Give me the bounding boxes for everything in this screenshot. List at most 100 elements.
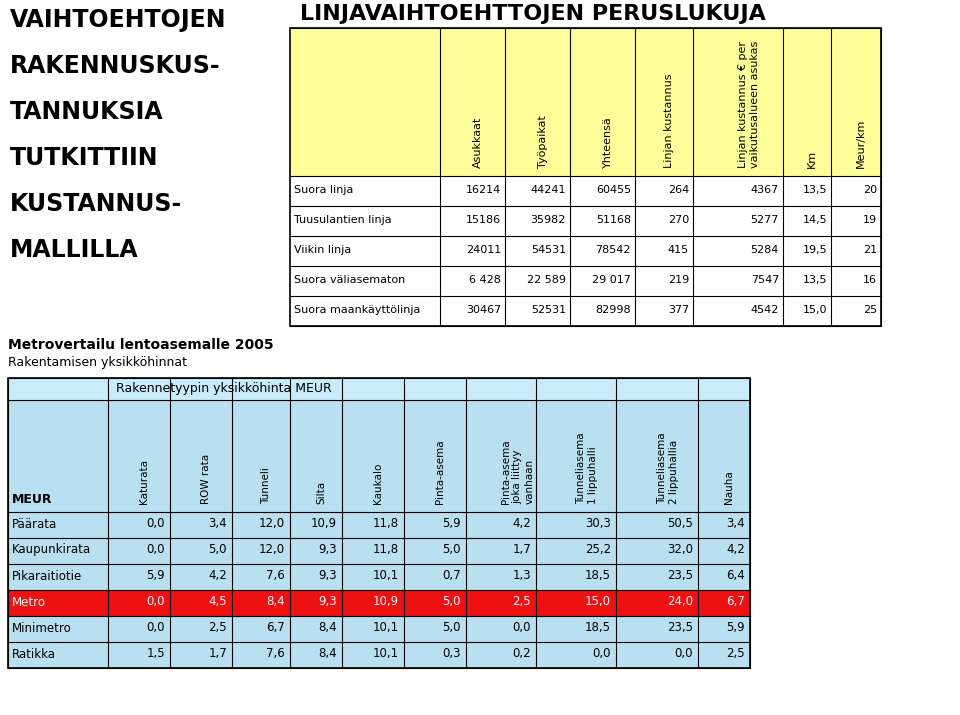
Text: Pinta-asema: Pinta-asema: [435, 440, 445, 504]
Text: Rakentamisen yksikköhinnat: Rakentamisen yksikköhinnat: [8, 356, 187, 369]
Text: Tunneliasema
1 lippuhalli: Tunneliasema 1 lippuhalli: [576, 433, 597, 504]
Text: Metro: Metro: [12, 596, 46, 608]
Text: 24,0: 24,0: [667, 596, 693, 608]
Text: 264: 264: [668, 185, 689, 195]
Text: 2,5: 2,5: [727, 648, 745, 661]
Text: 4,2: 4,2: [513, 518, 531, 531]
Text: Km: Km: [807, 150, 817, 168]
Text: 21: 21: [863, 245, 877, 255]
Bar: [8, 538, 750, 564]
Text: Työpaikat: Työpaikat: [538, 115, 547, 168]
Bar: [290, 236, 881, 266]
Text: 5284: 5284: [751, 245, 779, 255]
Text: 1,7: 1,7: [208, 648, 227, 661]
Text: 2,5: 2,5: [513, 596, 531, 608]
Text: 5,9: 5,9: [146, 570, 165, 583]
Text: 0,0: 0,0: [147, 621, 165, 634]
Bar: [8, 400, 750, 512]
Text: 60455: 60455: [596, 185, 631, 195]
Text: 10,1: 10,1: [372, 570, 399, 583]
Text: Kaukalo: Kaukalo: [373, 463, 383, 504]
Text: 415: 415: [668, 245, 689, 255]
Text: 4,2: 4,2: [208, 570, 227, 583]
Text: 13,5: 13,5: [803, 185, 827, 195]
Bar: [290, 28, 881, 176]
Bar: [8, 378, 750, 668]
Text: 4,5: 4,5: [208, 596, 227, 608]
Text: LINJAVAIHTOEHTTOJEN PERUSLUKUJA: LINJAVAIHTOEHTTOJEN PERUSLUKUJA: [300, 4, 766, 24]
Text: 5,9: 5,9: [443, 518, 461, 531]
Bar: [290, 28, 881, 326]
Text: 44241: 44241: [531, 185, 566, 195]
Bar: [8, 564, 750, 590]
Text: Linjan kustannus: Linjan kustannus: [664, 74, 674, 168]
Text: 6,7: 6,7: [266, 621, 285, 634]
Text: 78542: 78542: [595, 245, 631, 255]
Text: Suora linja: Suora linja: [294, 185, 353, 195]
Bar: [290, 296, 881, 326]
Text: 0,0: 0,0: [147, 596, 165, 608]
Text: 25,2: 25,2: [585, 543, 611, 556]
Text: 18,5: 18,5: [585, 570, 611, 583]
Text: Nauha: Nauha: [724, 470, 734, 504]
Text: 15,0: 15,0: [803, 305, 827, 315]
Text: 8,4: 8,4: [266, 596, 285, 608]
Text: Minimetro: Minimetro: [12, 621, 72, 634]
Text: Tuusulantien linja: Tuusulantien linja: [294, 215, 392, 225]
Bar: [8, 378, 750, 400]
Text: Pikaraitiotie: Pikaraitiotie: [12, 570, 83, 583]
Text: 0,2: 0,2: [513, 648, 531, 661]
Text: TANNUKSIA: TANNUKSIA: [10, 100, 163, 124]
Text: 6,7: 6,7: [727, 596, 745, 608]
Text: Metrovertailu lentoasemalle 2005: Metrovertailu lentoasemalle 2005: [8, 338, 274, 352]
Text: Viikin linja: Viikin linja: [294, 245, 351, 255]
Text: 10,9: 10,9: [311, 518, 337, 531]
Text: Katurata: Katurata: [139, 459, 149, 504]
Text: ROW rata: ROW rata: [201, 454, 211, 504]
Text: 7547: 7547: [751, 275, 779, 285]
Bar: [8, 642, 750, 668]
Text: 7,6: 7,6: [266, 648, 285, 661]
Text: 2,5: 2,5: [208, 621, 227, 634]
Text: 5277: 5277: [751, 215, 779, 225]
Text: 23,5: 23,5: [667, 621, 693, 634]
Text: Silta: Silta: [316, 481, 326, 504]
Text: 18,5: 18,5: [585, 621, 611, 634]
Text: 5,0: 5,0: [208, 543, 227, 556]
Text: 20: 20: [863, 185, 877, 195]
Text: 1,7: 1,7: [513, 543, 531, 556]
Text: VAIHTOEHTOJEN: VAIHTOEHTOJEN: [10, 8, 227, 32]
Text: 16: 16: [863, 275, 877, 285]
Text: 50,5: 50,5: [667, 518, 693, 531]
Text: 22 589: 22 589: [527, 275, 566, 285]
Text: Asukkaat: Asukkaat: [472, 117, 483, 168]
Text: Suora maankäyttölinja: Suora maankäyttölinja: [294, 305, 420, 315]
Text: 4367: 4367: [751, 185, 779, 195]
Text: 0,3: 0,3: [443, 648, 461, 661]
Text: 24011: 24011: [466, 245, 501, 255]
Text: 52531: 52531: [531, 305, 566, 315]
Text: 4,2: 4,2: [727, 543, 745, 556]
Text: 6,4: 6,4: [727, 570, 745, 583]
Text: MALLILLA: MALLILLA: [10, 238, 138, 262]
Bar: [8, 590, 750, 616]
Text: 51168: 51168: [596, 215, 631, 225]
Text: 12,0: 12,0: [259, 518, 285, 531]
Bar: [290, 176, 881, 206]
Text: 1,5: 1,5: [146, 648, 165, 661]
Text: 54531: 54531: [531, 245, 566, 255]
Text: 10,9: 10,9: [372, 596, 399, 608]
Text: 10,1: 10,1: [372, 648, 399, 661]
Text: 0,0: 0,0: [147, 518, 165, 531]
Text: 3,4: 3,4: [727, 518, 745, 531]
Bar: [8, 512, 750, 538]
Text: 3,4: 3,4: [208, 518, 227, 531]
Text: Linjan kustannus € per
vaikutusalueen asukas: Linjan kustannus € per vaikutusalueen as…: [738, 41, 759, 168]
Text: 0,0: 0,0: [147, 543, 165, 556]
Text: 82998: 82998: [595, 305, 631, 315]
Text: MEUR: MEUR: [12, 493, 53, 506]
Text: 219: 219: [668, 275, 689, 285]
Text: 5,9: 5,9: [727, 621, 745, 634]
Text: 0,0: 0,0: [675, 648, 693, 661]
Text: Ratikka: Ratikka: [12, 648, 56, 661]
